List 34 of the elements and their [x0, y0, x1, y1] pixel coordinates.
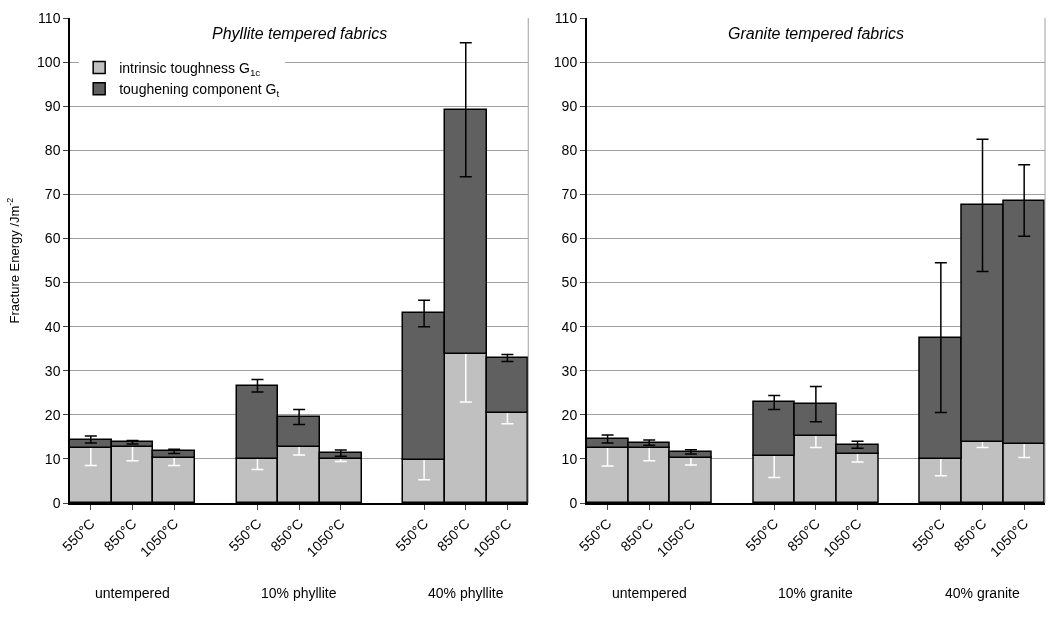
text: untempered — [95, 585, 170, 601]
y-tick-label: 100 — [553, 53, 578, 70]
y-tick-label: 0 — [52, 494, 61, 511]
legend-label: intrinsic toughness G$_{1c}$ — [119, 60, 261, 78]
text: untempered — [612, 585, 687, 601]
y-tick-label: 0 — [569, 494, 578, 511]
y-tick-label: 30 — [561, 362, 578, 379]
y-tick-label: 110 — [554, 9, 578, 26]
y-tick-label: 100 — [37, 53, 61, 70]
y-tick-label: 40 — [561, 318, 578, 335]
y-tick-label: 20 — [561, 406, 578, 423]
chart-title: Granite tempered fabrics — [728, 25, 905, 42]
y-tick-label: 70 — [44, 186, 61, 203]
text: 10% granite — [778, 585, 853, 601]
text: 40% granite — [945, 585, 1020, 601]
y-tick-label: 110 — [38, 9, 61, 26]
y-tick-label: 50 — [561, 274, 578, 291]
y-tick-label: 50 — [44, 274, 61, 291]
text: 40% phyllite — [428, 585, 504, 601]
y-tick-label: 70 — [561, 186, 578, 203]
y-tick-label: 90 — [561, 98, 578, 115]
y-tick-label: 80 — [561, 142, 578, 159]
y-tick-label: 60 — [561, 230, 578, 247]
y-tick-label: 40 — [44, 318, 61, 335]
y-tick-label: 10 — [44, 450, 61, 467]
legend-label: toughening component G$_{t}$ — [119, 81, 280, 100]
y-tick-label: 30 — [44, 362, 61, 379]
y-tick-label: 20 — [44, 406, 61, 423]
y-tick-label: 90 — [44, 98, 61, 115]
y-tick-label: 10 — [561, 450, 578, 467]
y-tick-label: 60 — [44, 230, 61, 247]
chart-title: Phyllite tempered fabrics — [212, 25, 388, 42]
text: 10% phyllite — [261, 585, 337, 601]
y-tick-label: 80 — [44, 142, 61, 159]
